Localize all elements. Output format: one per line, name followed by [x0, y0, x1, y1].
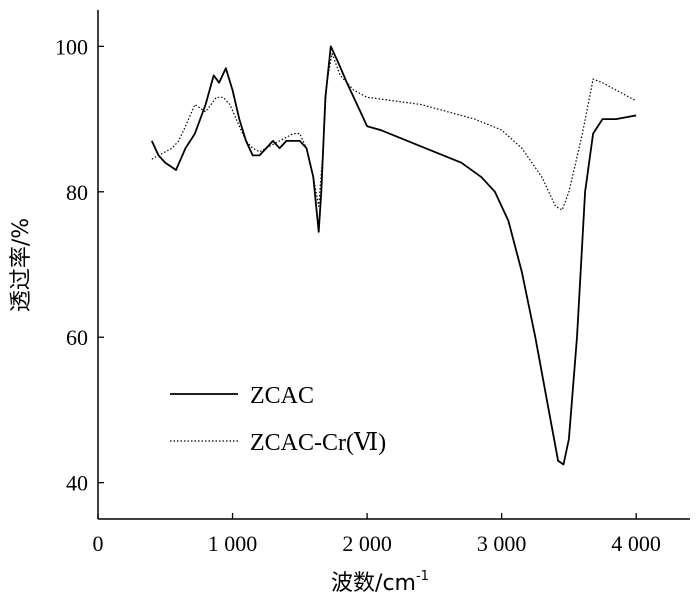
x-tick-label-1: 1 000 — [208, 531, 258, 556]
x-tick-label-3: 3 000 — [477, 531, 527, 556]
y-tick-label-3: 100 — [55, 34, 88, 59]
series-line-zcac-cr — [151, 53, 637, 211]
y-tick-label-2: 80 — [66, 180, 88, 205]
y-axis-ticks: 40 60 80 100 — [55, 34, 104, 496]
x-axis-title-main: 波数/cm — [331, 571, 416, 596]
series-group — [150, 45, 637, 466]
legend-label-zcac: ZCAC — [250, 383, 314, 409]
x-axis-title: 波数/cm-1 — [331, 569, 429, 596]
series-line-zcac — [150, 45, 637, 466]
x-axis-ticks: 0 1 000 2 000 3 000 4 000 — [93, 513, 661, 556]
x-tick-label-0: 0 — [93, 531, 104, 556]
y-tick-label-1: 60 — [66, 325, 88, 350]
x-tick-label-2: 2 000 — [342, 531, 392, 556]
x-axis-title-superscript: -1 — [416, 569, 429, 584]
x-tick-label-4: 4 000 — [611, 531, 661, 556]
y-axis-title: 透过率/% — [9, 218, 34, 312]
y-tick-label-0: 40 — [66, 471, 88, 496]
legend: ZCAC ZCAC-Cr(Ⅵ) — [170, 383, 386, 456]
legend-label-zcac-cr: ZCAC-Cr(Ⅵ) — [250, 430, 386, 456]
